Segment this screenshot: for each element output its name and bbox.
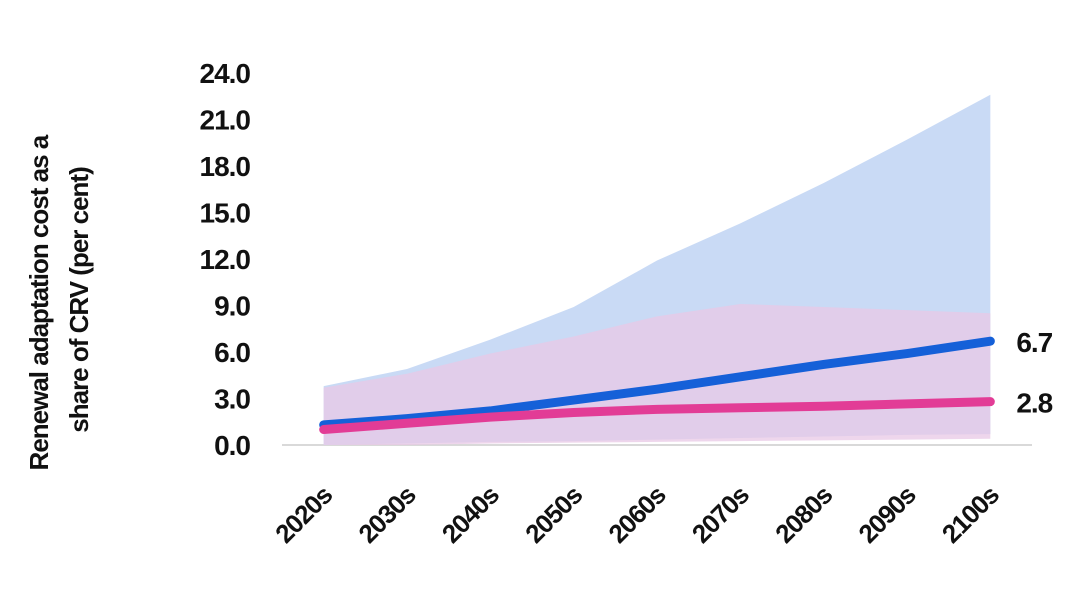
x-tick-label: 2060s: [602, 480, 671, 549]
y-tick-label: 3.0: [214, 384, 250, 415]
line: [319, 397, 995, 434]
y-tick-label: 15.0: [200, 198, 251, 229]
x-tick-label: 2030s: [352, 480, 421, 549]
y-axis-label-line: share of CRV (per cent): [64, 167, 94, 433]
y-tick-label: 12.0: [200, 244, 251, 275]
line: [319, 336, 995, 430]
y-tick-label: 21.0: [200, 105, 251, 136]
end-value-label: 6.7: [1016, 327, 1052, 358]
x-tick-label: 2090s: [852, 480, 921, 549]
y-tick-label: 0.0: [214, 430, 250, 461]
x-tick-label: 2040s: [436, 480, 505, 549]
x-tick-label: 2080s: [769, 480, 838, 549]
x-tick-label: 2020s: [269, 480, 338, 549]
y-axis-label: Renewal adaptation cost as a share of CR…: [24, 130, 94, 471]
x-tick-label: 2070s: [686, 480, 755, 549]
y-tick-label: 24.0: [200, 58, 251, 89]
y-tick-label: 6.0: [214, 337, 250, 368]
end-value-label: 2.8: [1016, 388, 1052, 419]
y-tick-label: 9.0: [214, 291, 250, 322]
y-axis-label-line: Renewal adaptation cost as a: [24, 134, 54, 470]
x-tick-label: 2100s: [936, 480, 1005, 549]
y-tick-label: 18.0: [200, 151, 251, 182]
x-tick-label: 2050s: [519, 480, 588, 549]
